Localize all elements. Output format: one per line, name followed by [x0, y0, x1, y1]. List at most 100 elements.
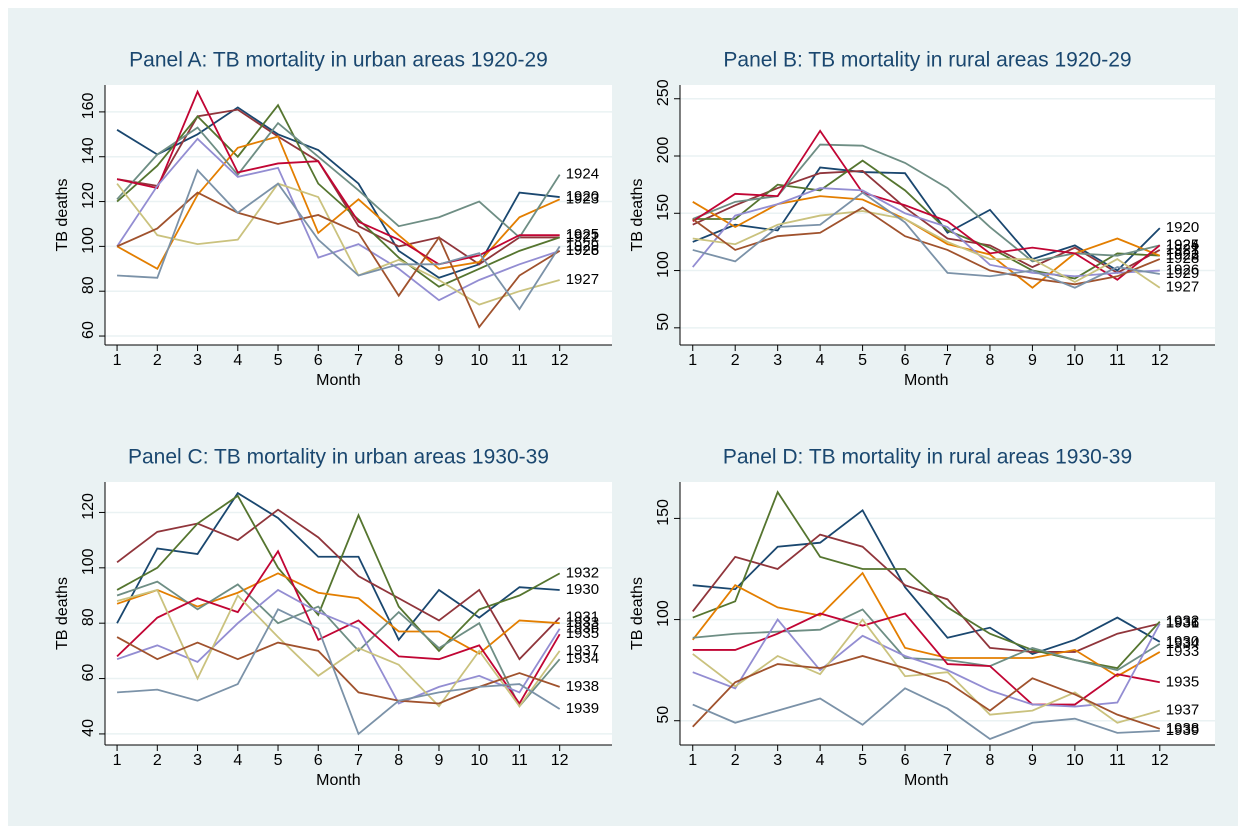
x-tick-label: 6 — [314, 352, 323, 369]
series-line — [692, 533, 1161, 653]
x-tick-label: 11 — [1109, 752, 1126, 769]
y-tick-label: 40 — [80, 719, 97, 737]
series-label: 1935 — [566, 625, 599, 642]
series-label: 1931 — [1166, 615, 1199, 632]
x-tick-label: 7 — [943, 752, 952, 769]
x-tick-label: 2 — [153, 352, 162, 369]
series-label: 1921 — [566, 228, 599, 245]
series-label: 1931 — [566, 609, 599, 626]
x-tick-label: 12 — [1151, 752, 1169, 769]
x-tick-label: 10 — [1066, 352, 1084, 369]
y-tick-label: 140 — [80, 137, 97, 164]
series-line — [116, 135, 561, 271]
x-tick-label: 10 — [470, 352, 488, 369]
series-label: 1926 — [1166, 262, 1199, 279]
series-line — [692, 206, 1161, 286]
x-tick-label: 3 — [773, 352, 782, 369]
series-label: 1922 — [1166, 247, 1199, 264]
y-tick-label: 100 — [80, 227, 97, 254]
series-label: 1936 — [1166, 615, 1199, 632]
plot-area — [105, 482, 612, 745]
series-line — [692, 210, 1161, 289]
series-line — [116, 121, 561, 239]
x-tick-label: 5 — [274, 352, 283, 369]
y-axis-title: TB deaths — [54, 179, 71, 252]
x-tick-label: 9 — [435, 352, 444, 369]
y-tick-label: 60 — [80, 664, 97, 682]
x-tick-label: 10 — [470, 752, 488, 769]
series-line — [692, 612, 1160, 706]
series-line — [116, 588, 561, 708]
y-tick-label: 120 — [80, 493, 97, 520]
series-line — [116, 89, 560, 266]
series-line — [692, 187, 1160, 278]
series-line — [692, 571, 1161, 678]
x-tick-label: 11 — [511, 352, 528, 369]
y-tick-label: 60 — [80, 321, 97, 339]
x-tick-label: 9 — [1028, 752, 1037, 769]
y-tick-label: 80 — [80, 276, 97, 294]
y-tick-label: 120 — [80, 182, 97, 209]
x-tick-label: 1 — [113, 752, 122, 769]
x-tick-label: 8 — [986, 352, 995, 369]
x-tick-label: 4 — [233, 752, 242, 769]
series-line — [116, 137, 560, 302]
x-tick-label: 4 — [233, 352, 242, 369]
series-line — [692, 508, 1161, 655]
series-line — [692, 195, 1161, 289]
series-label: 1929 — [1166, 265, 1199, 282]
x-tick-label: 5 — [858, 752, 867, 769]
x-tick-label: 4 — [816, 352, 825, 369]
panel-title: Panel C: TB mortality in urban areas 193… — [128, 446, 549, 469]
x-axis-title: Month — [316, 772, 360, 789]
x-tick-label: 11 — [511, 752, 528, 769]
series-line — [692, 159, 1160, 280]
series-label: 1920 — [1166, 219, 1199, 236]
x-tick-label: 2 — [153, 752, 162, 769]
series-line — [117, 608, 561, 736]
y-axis-title: TB deaths — [54, 577, 71, 650]
series-line — [692, 687, 1160, 740]
series-label: 1923 — [566, 190, 599, 207]
x-tick-label: 5 — [858, 352, 867, 369]
series-line — [116, 191, 561, 329]
x-tick-label: 3 — [193, 352, 202, 369]
x-tick-label: 10 — [1066, 752, 1084, 769]
series-line — [692, 143, 1161, 263]
plot-area — [105, 85, 612, 345]
series-label: 1924 — [1166, 236, 1199, 253]
x-tick-label: 8 — [394, 752, 403, 769]
x-tick-label: 1 — [688, 752, 697, 769]
x-axis-title: Month — [316, 372, 360, 389]
series-label: 1933 — [566, 614, 599, 631]
series-label: 1923 — [1166, 247, 1199, 264]
x-tick-label: 6 — [901, 752, 910, 769]
series-line — [116, 103, 560, 288]
x-tick-label: 2 — [731, 752, 740, 769]
series-line — [116, 182, 560, 306]
x-tick-label: 6 — [901, 352, 910, 369]
panel-title: Panel A: TB mortality in urban areas 192… — [129, 49, 548, 72]
y-tick-label: 150 — [655, 499, 672, 526]
series-label: 1920 — [566, 188, 599, 205]
series-label: 1935 — [1166, 673, 1199, 690]
x-axis-title: Month — [904, 372, 948, 389]
x-tick-label: 12 — [1151, 352, 1169, 369]
series-line — [117, 168, 561, 311]
series-line — [692, 129, 1161, 281]
x-tick-label: 8 — [986, 752, 995, 769]
y-tick-label: 100 — [655, 251, 672, 278]
x-tick-label: 9 — [435, 752, 444, 769]
x-tick-label: 7 — [943, 352, 952, 369]
x-tick-label: 1 — [688, 352, 697, 369]
series-line — [692, 191, 1160, 289]
series-label: 1939 — [566, 700, 599, 717]
x-tick-label: 2 — [731, 352, 740, 369]
y-tick-label: 200 — [655, 137, 672, 164]
x-tick-label: 5 — [274, 752, 283, 769]
y-axis-title: TB deaths — [629, 577, 646, 650]
series-label: 1938 — [1166, 720, 1199, 737]
x-tick-label: 6 — [314, 752, 323, 769]
series-line — [116, 549, 561, 706]
